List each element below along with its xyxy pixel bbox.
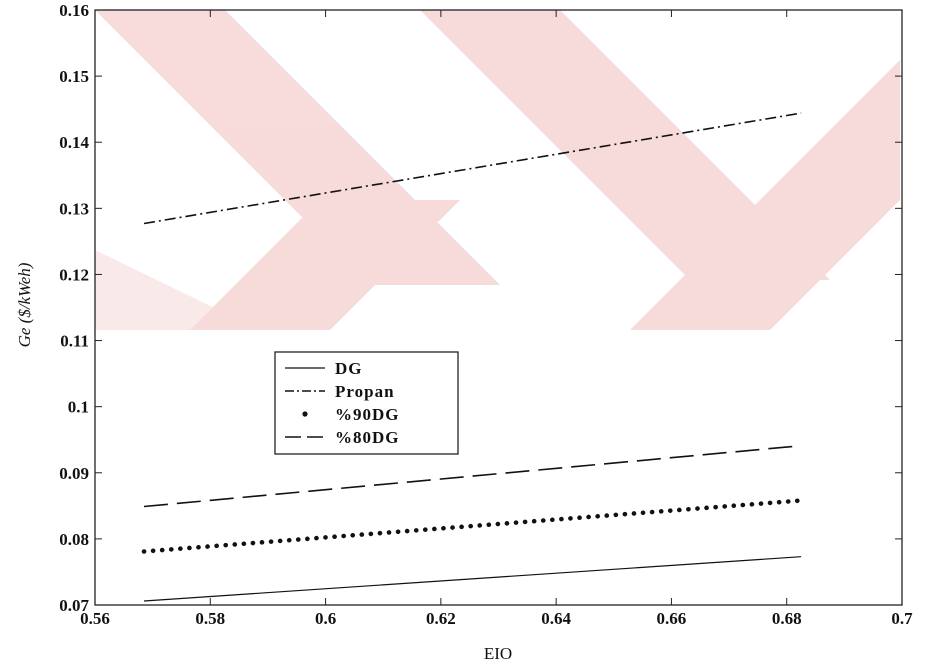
y-axis-label: Ge ($/kWeh) <box>15 262 34 347</box>
legend-label-3: %80DG <box>335 428 400 447</box>
y-tick-label: 0.08 <box>59 530 89 549</box>
y-tick-label: 0.09 <box>59 464 89 483</box>
x-tick-label: 0.58 <box>195 609 225 628</box>
series-line-0 <box>143 556 802 602</box>
series-line-1 <box>143 112 802 225</box>
x-axis-label: EIO <box>484 644 512 663</box>
series-lines <box>141 112 804 602</box>
axis-ticks: 0.56 0.58 0.6 0.62 0.64 0.66 0.68 0.7 0.07 0.08 0.… <box>59 1 913 628</box>
legend: DG Propan %90DG %80DG <box>274 351 459 455</box>
x-tick-label: 0.56 <box>80 609 110 628</box>
legend-swatch-2 <box>302 411 308 417</box>
x-tick-label: 0.68 <box>772 609 802 628</box>
y-tick-label: 0.11 <box>60 332 89 351</box>
legend-label-1: Propan <box>335 382 395 401</box>
y-tick-label: 0.13 <box>59 199 89 218</box>
x-tick-label: 0.64 <box>541 609 571 628</box>
legend-box <box>274 351 459 455</box>
y-tick-label: 0.07 <box>59 596 89 615</box>
y-tick-label: 0.1 <box>68 398 89 417</box>
y-tick-label: 0.15 <box>59 67 89 86</box>
plot-area-border <box>94 9 903 606</box>
watermark <box>95 10 900 330</box>
x-tick-label: 0.6 <box>315 609 336 628</box>
legend-label-2: %90DG <box>335 405 400 424</box>
x-tick-label: 0.7 <box>891 609 913 628</box>
x-tick-label: 0.66 <box>657 609 687 628</box>
series-line-2 <box>141 498 804 554</box>
legend-label-0: DG <box>335 359 363 378</box>
series-line-3 <box>143 444 802 508</box>
x-tick-label: 0.62 <box>426 609 456 628</box>
y-tick-label: 0.12 <box>59 265 89 284</box>
y-tick-label: 0.14 <box>59 133 89 152</box>
plot-frame <box>94 9 903 606</box>
y-tick-label: 0.16 <box>59 1 89 20</box>
